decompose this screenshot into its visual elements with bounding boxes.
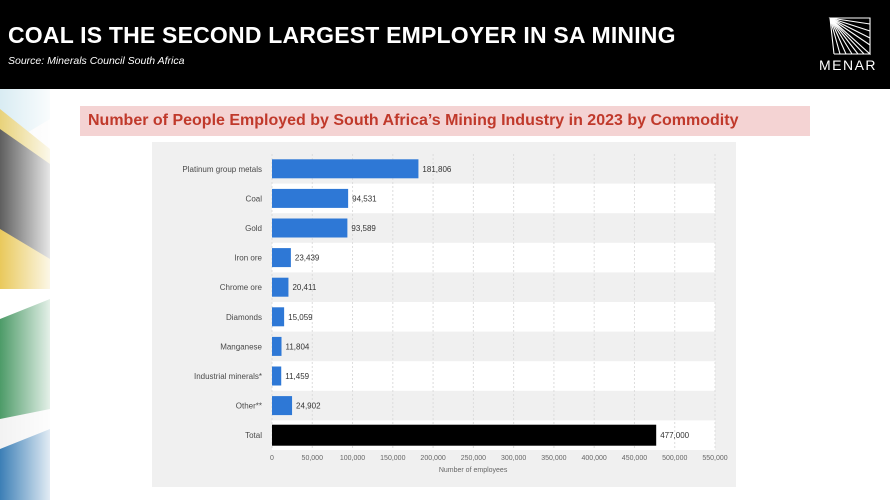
chart-panel: 0 50,000 100,000 150,000 200,000 250,000 300,0… — [152, 142, 736, 487]
bar — [272, 159, 419, 179]
employment-bar-chart: 0 50,000 100,000 150,000 200,000 250,000 300,0… — [182, 154, 728, 474]
chart-title-box: Number of People Employed by South Afric… — [80, 106, 810, 136]
row-band — [272, 302, 715, 332]
header-bar: COAL IS THE SECOND LARGEST EMPLOYER IN S… — [0, 0, 890, 89]
total-bar — [272, 424, 657, 446]
bar — [272, 307, 285, 327]
source-note: Source: Minerals Council South Africa — [8, 55, 185, 67]
value-label: 15,059 — [288, 313, 313, 322]
row-band — [272, 361, 715, 391]
category-label: Diamonds — [226, 313, 262, 322]
x-tick-label: 300,000 — [501, 455, 526, 462]
bar — [272, 396, 293, 416]
bar — [272, 336, 282, 356]
bar — [272, 277, 289, 297]
category-label: Manganese — [220, 342, 262, 351]
category-label: Coal — [246, 194, 263, 203]
value-label: 20,411 — [292, 283, 316, 292]
flag-background-image — [0, 89, 50, 500]
category-label: Chrome ore — [220, 283, 263, 292]
x-tick-label: 250,000 — [461, 455, 486, 462]
x-tick-label: 50,000 — [302, 455, 324, 462]
x-tick-label: 200,000 — [420, 455, 445, 462]
value-label: 24,902 — [296, 402, 321, 411]
value-label: 94,531 — [352, 194, 377, 203]
value-label: 477,000 — [660, 431, 689, 440]
x-tick-label: 350,000 — [541, 455, 566, 462]
value-label: 11,459 — [285, 372, 309, 381]
x-tick-label: 450,000 — [622, 455, 647, 462]
category-label: Industrial minerals* — [194, 372, 262, 381]
row-band — [272, 242, 715, 273]
value-label: 93,589 — [351, 224, 376, 233]
menar-logo-icon — [828, 17, 871, 56]
page-title: COAL IS THE SECOND LARGEST EMPLOYER IN S… — [8, 22, 676, 48]
category-label: Gold — [245, 224, 262, 233]
value-label: 11,804 — [286, 342, 310, 351]
bar — [272, 248, 291, 268]
category-label: Total — [245, 431, 262, 440]
bar — [272, 188, 349, 208]
category-label: Iron ore — [234, 254, 262, 263]
value-label: 181,806 — [422, 165, 451, 174]
x-tick-label: 100,000 — [340, 455, 365, 462]
x-axis-title: Number of employees — [439, 467, 508, 474]
x-tick-label: 150,000 — [380, 455, 405, 462]
logo-text: MENAR — [818, 57, 878, 73]
bar — [272, 366, 282, 386]
bar — [272, 218, 348, 238]
x-tick-label: 550,000 — [702, 455, 727, 462]
x-tick-label: 400,000 — [582, 455, 607, 462]
chart-title: Number of People Employed by South Afric… — [88, 112, 739, 129]
category-label: Other** — [236, 402, 262, 411]
category-label: Platinum group metals — [182, 165, 262, 174]
value-label: 23,439 — [295, 254, 320, 263]
x-tick-label: 0 — [270, 455, 274, 462]
x-tick-label: 500,000 — [662, 455, 687, 462]
